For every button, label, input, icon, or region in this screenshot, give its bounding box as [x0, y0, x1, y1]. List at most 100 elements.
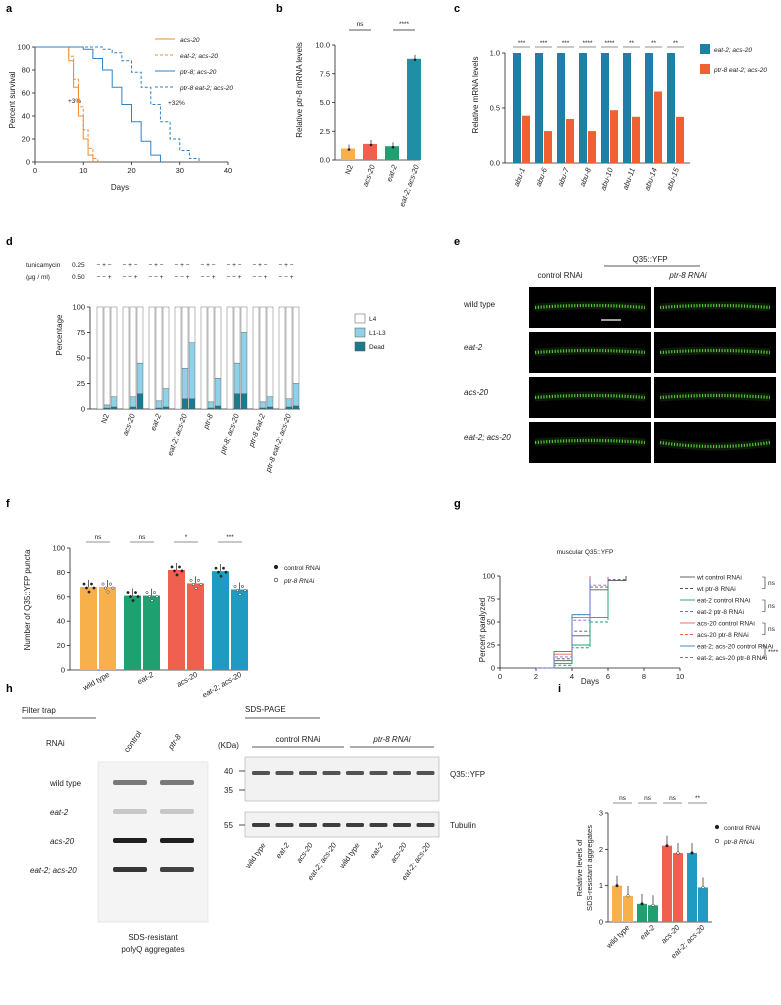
panel-f-point — [87, 590, 91, 594]
panel-g-legend-6: eat-2; acs-20 control RNAi — [697, 644, 773, 651]
panel-a-series-2 — [35, 46, 161, 162]
panel-b-bar — [341, 148, 355, 160]
panel-label-g: g — [454, 498, 461, 510]
panel-d-bar-seg — [96, 306, 104, 410]
panel-e-worm — [659, 303, 771, 310]
panel-h-yfp-band — [322, 771, 341, 775]
panel-a-ytick-label: 100 — [17, 43, 30, 52]
panel-d-bar-seg — [129, 406, 137, 410]
panel-e-worm — [659, 348, 771, 355]
panel-b-sig-0: ns — [357, 21, 365, 28]
panel-f-point — [180, 569, 184, 573]
panel-g-xtick-label: 6 — [606, 672, 610, 681]
panel-d-bar-seg — [207, 401, 215, 409]
panel-c-sig: *** — [540, 40, 548, 47]
panel-d-xtick-label: acs-20 — [121, 412, 137, 437]
panel-f-ytick-label: 40 — [57, 617, 65, 626]
panel-h-sds-title: SDS-PAGE — [245, 705, 286, 714]
panel-i-legend-0: control RNAi — [724, 825, 760, 832]
panel-e-worm-glow — [534, 346, 646, 357]
panel-g-ytick-label: 50 — [487, 618, 495, 627]
panel-c-xtick-label: abu-1 — [512, 167, 527, 188]
panel-h-tubulin-band — [393, 823, 411, 827]
panel-d-bar-seg — [240, 332, 248, 394]
panel-f-ytick-label: 60 — [57, 592, 65, 601]
panel-h-caption-1: SDS-resistant — [128, 933, 178, 942]
panel-c-bar-1 — [654, 91, 662, 163]
panel-h-yfp-band — [299, 771, 317, 775]
panel-i-bar-0 — [637, 903, 647, 922]
panel-i-ytick-label: 3 — [599, 809, 603, 818]
panel-b-point — [369, 143, 373, 147]
panel-h-yfp-band — [393, 771, 411, 775]
panel-i-ytick-label: 1 — [599, 881, 603, 890]
panel-d-dose-row-2: − − + — [123, 274, 138, 281]
panel-d-dose-row-1: − + − — [201, 262, 216, 269]
panel-f-xtick-label: eat-2; acs-20 — [201, 670, 244, 700]
panel-a-xtick-label: 0 — [33, 166, 37, 175]
panel-d-bar-seg — [103, 404, 111, 409]
panel-d-bar-seg — [110, 306, 118, 397]
panel-f-point — [224, 570, 228, 574]
panel-f-point — [241, 585, 244, 588]
panel-e-worm-glow — [659, 346, 771, 357]
panel-i-legend-marker-0 — [714, 824, 720, 830]
panel-a-annot-0: +3% — [68, 98, 81, 105]
panel-f-point — [217, 570, 220, 574]
panel-f-point — [106, 590, 110, 594]
panel-i-point — [701, 885, 705, 890]
panel-d-ytick-label: 0 — [81, 405, 85, 414]
panel-f-point — [109, 582, 112, 586]
panel-d-legend-2: Dead — [369, 344, 385, 351]
panel-c-xtick-label: abu-8 — [578, 166, 593, 188]
panel-f-xtick-label: acs-20 — [175, 670, 200, 689]
panel-d-ytick-label: 100 — [72, 303, 85, 312]
panel-c-sig: **** — [604, 40, 615, 47]
panel-e-col-0: control RNAi — [538, 271, 583, 280]
panel-i-bar-1 — [698, 887, 708, 922]
panel-f-point — [178, 565, 181, 569]
panel-d-bar-seg — [292, 306, 300, 384]
panel-a-legend-0: acs-20 — [180, 37, 200, 44]
panel-label-b: b — [276, 3, 283, 15]
panel-h-filter-dot — [113, 809, 147, 814]
panel-d-bar-seg — [259, 401, 267, 409]
panel-h-yfp-band — [275, 771, 294, 775]
panel-b-bar — [363, 143, 377, 160]
panel-a-ytick-label: 40 — [22, 112, 30, 121]
panel-d-bar-seg — [136, 393, 144, 410]
panel-h-yfp-band — [252, 771, 270, 775]
panel-f-bar-1 — [99, 587, 116, 670]
panel-g-legend-4: acs-20 control RNAi — [697, 621, 755, 628]
panel-d-tunicamycin-label: tunicamycin — [26, 262, 61, 269]
panel-d-bar-seg — [266, 306, 274, 397]
panel-g-sig: **** — [768, 649, 779, 656]
panel-a-ytick-label: 0 — [26, 158, 30, 167]
panel-i-legend-1: ptr-8 RNAi — [723, 839, 755, 846]
panel-f-point — [194, 586, 198, 590]
panel-a-xtick-label: 30 — [176, 166, 184, 175]
panel-d-bar-seg — [103, 306, 111, 406]
panel-f-point — [153, 591, 156, 595]
panel-d-bar-seg — [110, 406, 118, 410]
panel-i-point — [626, 894, 630, 898]
panel-i-xtick-label: eat-2 — [638, 922, 657, 941]
panel-i-bar-0 — [662, 845, 672, 922]
panel-i-bar-0 — [612, 885, 622, 922]
panel-b-ytick-label: 7.5 — [320, 69, 330, 78]
panel-g-legend-7: eat-2; acs-20 ptr-8 RNAi — [697, 655, 767, 662]
panel-i-ylabel-2: SDS-resistant aggregates — [585, 825, 594, 911]
panel-h-blots: Filter trap RNAi control ptr-8 wild type… — [22, 705, 485, 954]
panel-c-bar-0 — [667, 53, 675, 163]
panel-d-bar-seg — [214, 378, 222, 407]
panel-g-legend-0: wt control RNAi — [696, 575, 742, 582]
panel-d-bar-seg — [162, 388, 170, 408]
panel-d-bar-seg — [252, 306, 260, 410]
panel-d-bar-seg — [266, 396, 274, 408]
panel-d-legend-1: L1-L3 — [369, 330, 386, 337]
panel-d-dose-025: 0.25 — [72, 262, 85, 269]
panel-f-xtick-label: wild type — [80, 670, 111, 693]
panel-f-point — [129, 595, 132, 599]
panel-f-point — [222, 566, 225, 570]
panel-e-row-0: wild type — [463, 300, 496, 309]
